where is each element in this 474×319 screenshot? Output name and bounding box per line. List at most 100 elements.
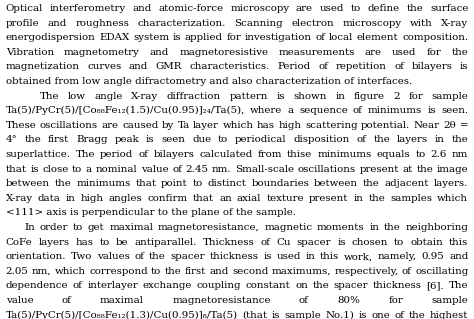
Text: angles: angles	[109, 194, 143, 203]
Text: low: low	[68, 92, 86, 100]
Text: where: where	[250, 106, 283, 115]
Text: image: image	[437, 165, 468, 174]
Text: The: The	[449, 281, 468, 290]
Text: In: In	[25, 223, 35, 232]
Text: has: has	[75, 238, 93, 247]
Text: Near: Near	[414, 121, 440, 130]
Text: the: the	[407, 4, 423, 13]
Text: diffraction: diffraction	[167, 92, 221, 100]
Text: which: which	[438, 194, 468, 203]
Text: =: =	[460, 121, 468, 130]
Text: of: of	[138, 150, 148, 159]
Text: No.1): No.1)	[326, 311, 355, 319]
Text: and: and	[132, 4, 152, 13]
Text: X-ray: X-ray	[441, 19, 468, 28]
Text: is: is	[359, 311, 367, 319]
Text: 2.05: 2.05	[6, 267, 28, 276]
Text: get: get	[88, 223, 105, 232]
Text: is: is	[146, 135, 155, 145]
Text: work,: work,	[344, 252, 373, 261]
Text: for: for	[408, 92, 423, 100]
Text: interlayer: interlayer	[87, 281, 138, 290]
Text: potential.: potential.	[361, 121, 410, 130]
Text: spacer: spacer	[171, 252, 205, 261]
Text: of: of	[299, 296, 309, 305]
Text: 0.95: 0.95	[422, 252, 445, 261]
Text: this: this	[449, 238, 468, 247]
Text: has: has	[257, 121, 275, 130]
Text: characteristics.: characteristics.	[190, 63, 270, 71]
Text: Two: Two	[71, 252, 92, 261]
Text: composition.: composition.	[402, 33, 468, 42]
Text: of: of	[260, 238, 270, 247]
Text: Small-scale: Small-scale	[235, 165, 294, 174]
Text: of: of	[73, 281, 82, 290]
Text: minimums: minimums	[76, 179, 130, 188]
Text: first: first	[185, 267, 206, 276]
Text: obtain: obtain	[410, 238, 443, 247]
Text: 2.45: 2.45	[185, 165, 209, 174]
Text: the: the	[312, 281, 329, 290]
Text: Optical: Optical	[6, 4, 43, 13]
Text: a: a	[86, 165, 92, 174]
Text: of: of	[135, 252, 144, 261]
Text: roughness: roughness	[75, 19, 129, 28]
Text: present: present	[360, 165, 399, 174]
Text: used: used	[319, 4, 344, 13]
Text: calculated: calculated	[199, 150, 253, 159]
Text: data: data	[38, 194, 61, 203]
Text: and: and	[449, 252, 468, 261]
Text: seen: seen	[161, 135, 185, 145]
Text: neighboring: neighboring	[405, 223, 468, 232]
Text: the: the	[416, 165, 433, 174]
Text: is: is	[263, 252, 272, 261]
Text: coupling: coupling	[197, 281, 241, 290]
Text: for: for	[227, 33, 241, 42]
Text: define: define	[368, 4, 400, 13]
Text: minimums: minimums	[368, 106, 422, 115]
Text: equals: equals	[377, 150, 410, 159]
Text: element: element	[357, 33, 399, 42]
Text: 2: 2	[393, 92, 400, 100]
Text: minimums: minimums	[318, 150, 372, 159]
Text: layer: layer	[193, 121, 219, 130]
Text: second: second	[232, 267, 268, 276]
Text: magnetoresistive: magnetoresistive	[179, 48, 268, 57]
Text: first: first	[48, 135, 69, 145]
Text: sample: sample	[284, 311, 321, 319]
Text: the: the	[368, 194, 385, 203]
Text: bilayers: bilayers	[154, 150, 194, 159]
Text: are: are	[101, 121, 118, 130]
Text: [6].: [6].	[427, 281, 444, 290]
Text: to: to	[192, 179, 203, 188]
Text: in: in	[305, 252, 315, 261]
Text: be: be	[116, 238, 128, 247]
Text: the: the	[24, 135, 41, 145]
Text: 2.6: 2.6	[430, 150, 447, 159]
Text: of: of	[394, 63, 404, 71]
Text: highest: highest	[430, 311, 468, 319]
Text: oscillations: oscillations	[298, 165, 356, 174]
Text: The: The	[40, 92, 59, 100]
Text: of: of	[353, 106, 363, 115]
Text: in: in	[369, 223, 379, 232]
Text: of: of	[395, 311, 404, 319]
Text: boundaries: boundaries	[252, 179, 310, 188]
Text: sequence: sequence	[299, 106, 348, 115]
Text: microscopy: microscopy	[343, 19, 401, 28]
Text: microscopy: microscopy	[230, 4, 289, 13]
Text: in: in	[66, 194, 76, 203]
Text: is: is	[173, 33, 181, 42]
Text: high: high	[81, 194, 104, 203]
Text: of: of	[318, 63, 328, 71]
Text: which: which	[55, 267, 86, 276]
Text: peak: peak	[114, 135, 139, 145]
Text: values: values	[97, 252, 130, 261]
Text: the: the	[164, 267, 182, 276]
Text: electron: electron	[292, 19, 334, 28]
Text: present: present	[309, 194, 348, 203]
Text: angle: angle	[94, 92, 123, 100]
Text: Bragg: Bragg	[76, 135, 108, 145]
Text: due: due	[192, 135, 211, 145]
Text: energodispersion: energodispersion	[6, 33, 95, 42]
